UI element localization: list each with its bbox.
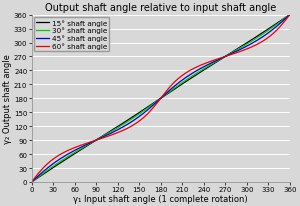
45° shaft angle [110,132,114,134]
60° shaft angle [46,162,50,165]
60° shaft angle [229,54,233,57]
15° shaft angle [30,181,33,183]
Y-axis label: γ₂ Output shaft angle: γ₂ Output shaft angle [4,54,13,144]
45° shaft angle [60,157,64,159]
30° shaft angle [208,65,212,67]
45° shaft angle [229,53,233,56]
60° shaft angle [60,152,64,155]
15° shaft angle [61,160,64,163]
45° shaft angle [61,156,64,159]
15° shaft angle [110,129,114,132]
30° shaft angle [30,181,33,183]
15° shaft angle [60,161,64,163]
45° shaft angle [46,167,50,169]
Legend: 15° shaft angle, 30° shaft angle, 45° shaft angle, 60° shaft angle: 15° shaft angle, 30° shaft angle, 45° sh… [34,18,109,52]
Line: 15° shaft angle: 15° shaft angle [32,16,290,182]
Line: 60° shaft angle: 60° shaft angle [32,16,290,182]
45° shaft angle [30,181,33,183]
Title: Output shaft angle relative to input shaft angle: Output shaft angle relative to input sha… [45,4,276,13]
15° shaft angle [46,170,50,172]
30° shaft angle [46,169,50,171]
30° shaft angle [110,130,114,133]
45° shaft angle [208,63,212,66]
60° shaft angle [288,14,292,17]
60° shaft angle [208,61,212,63]
30° shaft angle [61,159,64,161]
15° shaft angle [229,52,233,55]
30° shaft angle [229,53,233,55]
X-axis label: γ₁ Input shaft angle (1 complete rotation): γ₁ Input shaft angle (1 complete rotatio… [73,194,248,202]
30° shaft angle [60,159,64,162]
60° shaft angle [61,152,64,155]
30° shaft angle [288,14,292,17]
45° shaft angle [288,14,292,17]
Line: 45° shaft angle: 45° shaft angle [32,16,290,182]
60° shaft angle [110,134,114,136]
Line: 30° shaft angle: 30° shaft angle [32,16,290,182]
15° shaft angle [288,14,292,17]
15° shaft angle [208,66,212,68]
60° shaft angle [30,181,33,183]
